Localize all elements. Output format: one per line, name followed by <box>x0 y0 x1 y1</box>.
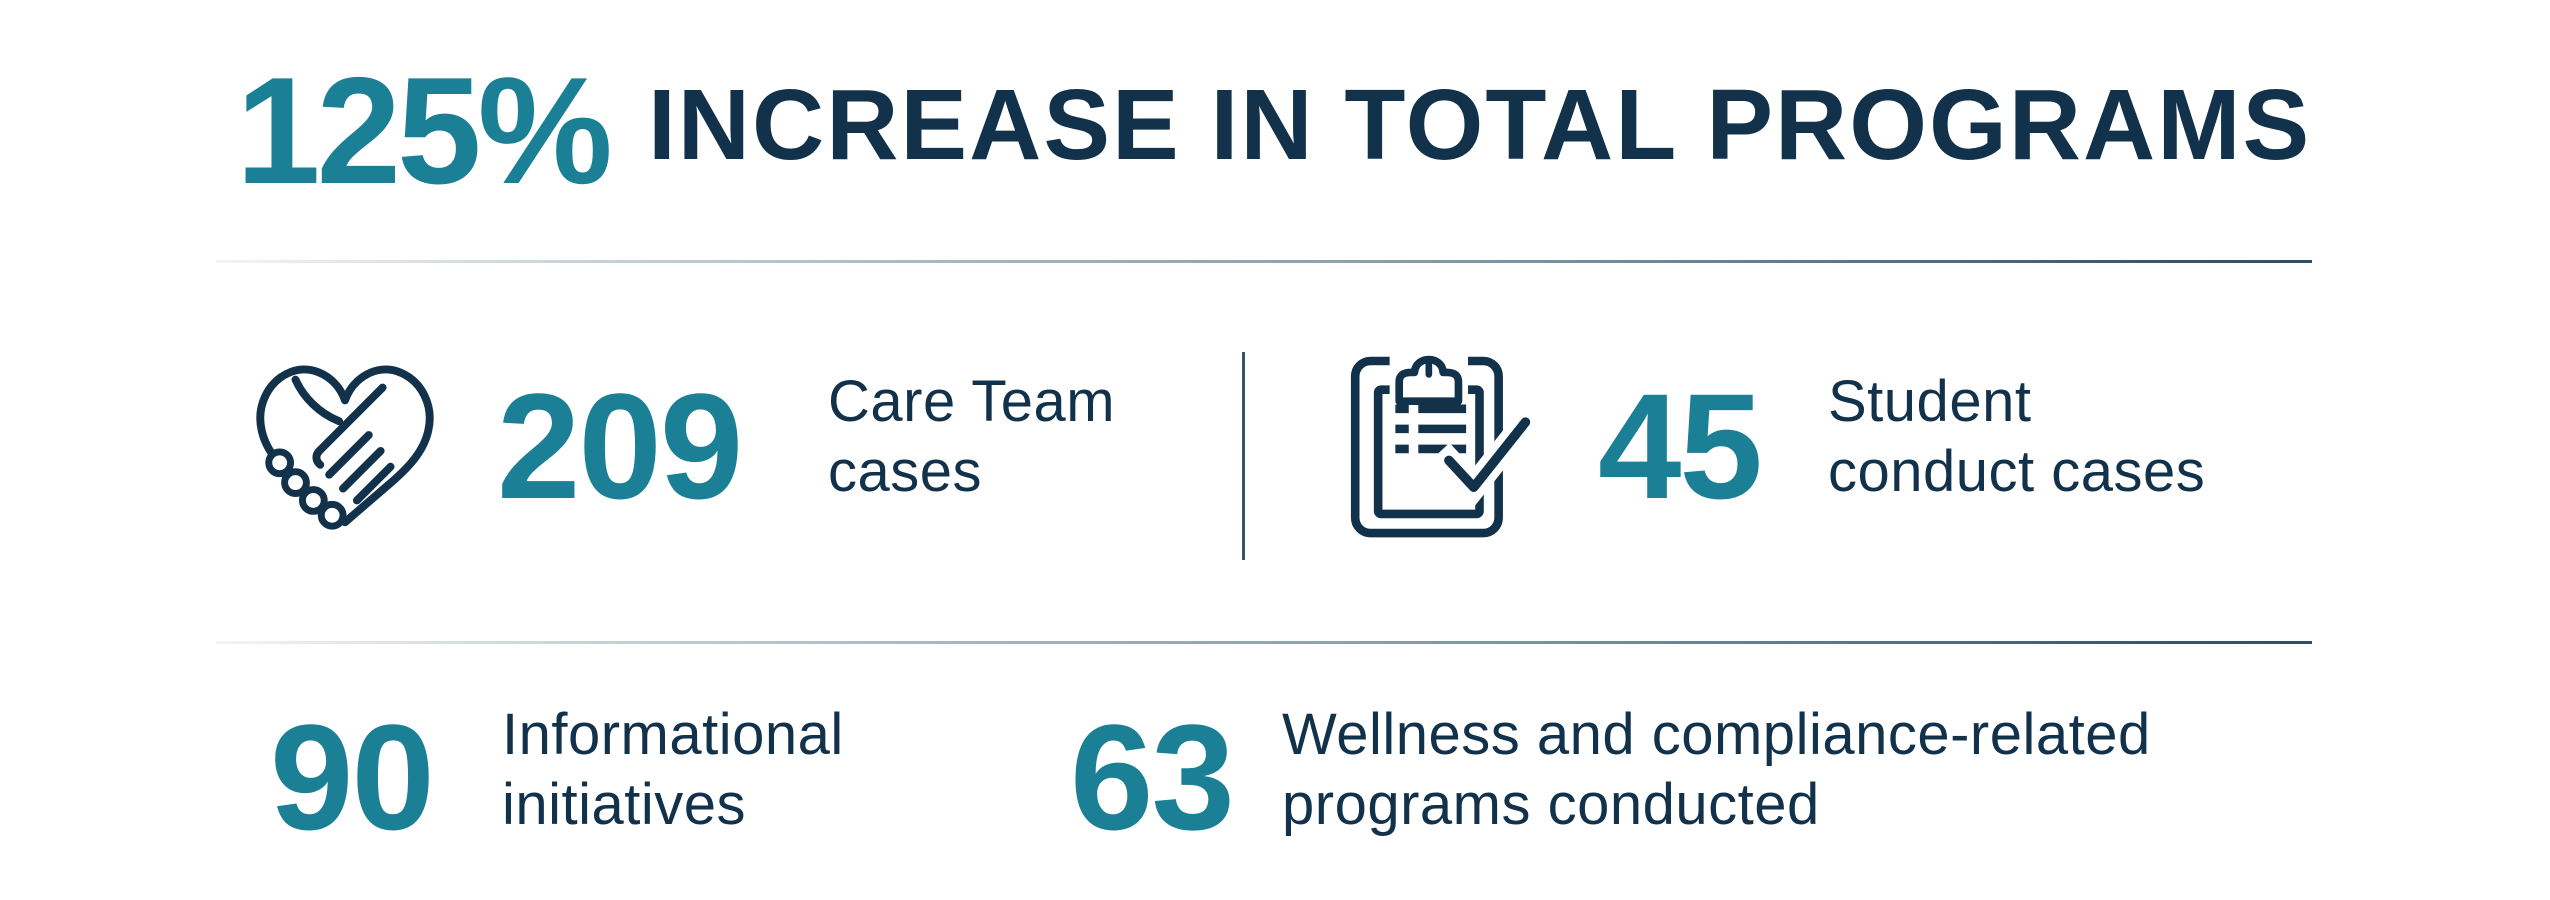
stat-label-wellness: Wellness and compliance-related programs… <box>1282 700 2151 840</box>
stat-label-line: initiatives <box>502 772 747 837</box>
stat-label-line: Wellness and compliance-related <box>1282 702 2151 767</box>
headline-percent: 125% <box>236 46 613 216</box>
stat-value-wellness: 63 <box>1070 693 1235 861</box>
stat-label-line: Care Team <box>828 369 1116 434</box>
clipboard-check-icon <box>1350 349 1534 538</box>
stat-value-informational: 90 <box>270 693 435 861</box>
stat-label-line: Student <box>1828 369 2032 434</box>
stat-label-student-conduct: Student conduct cases <box>1828 367 2205 507</box>
stat-label-line: cases <box>828 439 983 504</box>
stat-label-informational: Informational initiatives <box>502 700 844 840</box>
divider-middle <box>216 641 2312 644</box>
divider-top <box>216 260 2312 263</box>
stat-label-line: programs conducted <box>1282 772 1820 837</box>
stat-value-care-team: 209 <box>497 362 743 530</box>
stat-value-student-conduct: 45 <box>1598 362 1763 530</box>
headline-title: INCREASE IN TOTAL PROGRAMS <box>648 69 2312 181</box>
stat-label-line: Informational <box>502 702 844 767</box>
stat-label-line: conduct cases <box>1828 439 2206 504</box>
handshake-heart-icon <box>256 365 434 530</box>
divider-vertical <box>1242 352 1245 560</box>
stat-label-care-team: Care Team cases <box>828 367 1115 507</box>
